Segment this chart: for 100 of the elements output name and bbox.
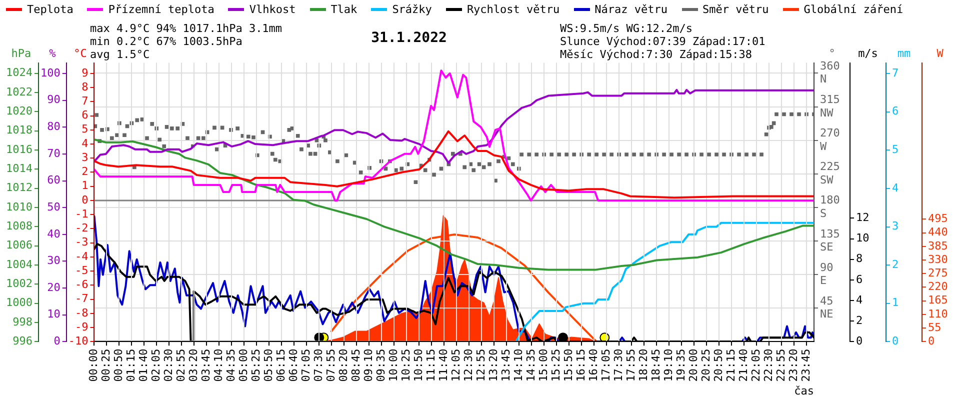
y-tick-label: 315 NW <box>820 93 840 120</box>
x-tick-label: 05:25 <box>250 348 263 382</box>
legend-label: Náraz větru <box>594 3 668 16</box>
x-tick-label: 21:40 <box>736 348 750 382</box>
y3-tick-label: 996 <box>12 334 32 348</box>
x-tick-label: 11:40 <box>436 348 450 382</box>
y-tick-label: 7 <box>82 94 88 108</box>
y3-tick-label: 1022 <box>6 85 32 98</box>
legend-label: Rychlost větru <box>466 3 560 16</box>
y3-tick-label: 2 <box>892 258 899 271</box>
x-tick-label: 17:55 <box>624 348 638 382</box>
x-tick-label: 23:20 <box>786 348 800 382</box>
x-tick-label: 17:05 <box>599 348 612 382</box>
y3-axis-title: hPa <box>11 47 32 60</box>
legend-label: Vlhkost <box>249 3 296 16</box>
y-tick-label: -6 <box>74 278 88 292</box>
x-tick-label: 03:45 <box>200 348 213 382</box>
y2-tick-label: 2 <box>856 314 863 327</box>
y-tick-label: 385 <box>928 239 948 252</box>
y-tick-label: -7 <box>74 292 88 306</box>
y-tick-label: 8 <box>82 80 88 94</box>
x-tick-label: 18:45 <box>649 348 662 382</box>
y3-tick-label: 5 <box>892 143 899 156</box>
legend-label: Globální záření <box>804 3 904 16</box>
legend-label: Srážky <box>392 3 432 16</box>
y-axis-title: ° <box>828 47 836 60</box>
y2-tick-label: 60 <box>47 174 60 187</box>
x-tick-label: 15:25 <box>549 348 562 382</box>
x-tick-label: 18:20 <box>636 348 650 382</box>
y3-tick-label: 1020 <box>6 104 32 118</box>
x-tick-label: 07:05 <box>300 348 313 382</box>
y2-tick-label: 0 <box>54 334 60 348</box>
y3-axis-title: mm <box>897 47 911 60</box>
y-tick-label: 180 S <box>820 194 840 220</box>
y-tick-label: -8 <box>74 306 88 320</box>
text: min 0.2°C 67% 1003.5hPa <box>90 35 244 48</box>
y2-tick-label: 12 <box>856 211 870 224</box>
y3-tick-label: 1008 <box>6 220 32 233</box>
x-tick-label: 02:30 <box>162 348 176 382</box>
y-tick-label: 360 N <box>820 60 840 86</box>
x-tick-label: 12:55 <box>474 348 488 382</box>
text: Slunce Východ:07:39 Západ:17:01 <box>560 35 766 48</box>
y-tick-label: 2 <box>82 165 88 178</box>
x-tick-label: 09:10 <box>362 348 375 382</box>
y2-axis-title: m/s <box>858 47 878 60</box>
x-tick-label: 12:30 <box>462 348 475 382</box>
y3-tick-label: 1014 <box>6 162 33 176</box>
x-tick-label: 20:50 <box>712 348 725 382</box>
y-tick-label: -1 <box>74 207 88 220</box>
x-tick-label: 06:40 <box>287 348 300 382</box>
y-tick-label: 440 <box>928 226 948 239</box>
y-tick-label: 9 <box>82 66 88 80</box>
y-tick-label: 270 W <box>820 126 840 153</box>
x-tick-label: 00:50 <box>112 348 126 382</box>
y3-tick-label: 1000 <box>6 296 32 310</box>
y-tick-label: 55 <box>928 320 942 334</box>
y3-tick-label: 1010 <box>6 200 32 214</box>
x-tick-label: 10:00 <box>386 348 400 382</box>
y3-tick-label: 1006 <box>6 238 32 252</box>
y2-tick-label: 8 <box>856 252 863 266</box>
y-tick-label: -9 <box>74 320 88 334</box>
y-tick-label: -10 <box>68 334 88 348</box>
y-tick-label: 0 <box>82 193 88 206</box>
y3-tick-label: 1004 <box>6 258 33 271</box>
y3-tick-label: 1024 <box>6 66 33 80</box>
y-tick-label: 330 <box>928 252 948 266</box>
y-tick-label: -4 <box>74 250 89 263</box>
y2-tick-label: 10 <box>47 308 60 321</box>
y3-tick-label: 6 <box>892 104 899 118</box>
x-tick-label: 07:55 <box>324 348 338 382</box>
y2-tick-label: 90 <box>47 93 60 106</box>
y-tick-label: 275 <box>928 266 948 280</box>
y-tick-label: 135 SE <box>820 227 840 254</box>
legend-label: Přízemní teplota <box>108 3 214 16</box>
x-tick-label: 14:10 <box>512 348 525 382</box>
y-tick-label: 45 NE <box>820 294 834 321</box>
x-tick-label: 09:35 <box>374 348 388 382</box>
x-tick-label: 01:15 <box>124 348 138 382</box>
y-tick-label: -3 <box>74 236 88 249</box>
x-tick-label: 22:30 <box>762 348 775 382</box>
x-tick-label: 10:50 <box>412 348 425 382</box>
x-tick-label: 04:35 <box>224 348 238 382</box>
y-tick-label: -5 <box>74 264 88 277</box>
y-tick-label: 225 SW <box>820 160 840 186</box>
y2-tick-label: 100 <box>40 66 60 80</box>
y-tick-label: 0 <box>928 334 935 348</box>
y2-tick-label: 30 <box>47 254 60 268</box>
text: Měsíc Východ:7:30 Západ:15:38 <box>560 48 754 61</box>
x-tick-label: 23:45 <box>799 348 812 382</box>
x-tick-label: 06:15 <box>274 348 288 382</box>
y-tick-label: 1 <box>82 179 88 192</box>
x-tick-label: 15:50 <box>562 348 575 382</box>
y3-tick-label: 1002 <box>6 277 32 290</box>
y-tick-label: 110 <box>928 307 948 320</box>
y2-tick-label: 40 <box>47 227 60 240</box>
x-tick-label: 01:40 <box>137 348 150 382</box>
y-tick-label: 220 <box>928 280 948 294</box>
y-tick-label: 165 <box>928 294 948 307</box>
x-tick-label: 14:35 <box>524 348 538 382</box>
x-tick-label: 17:30 <box>612 348 625 382</box>
